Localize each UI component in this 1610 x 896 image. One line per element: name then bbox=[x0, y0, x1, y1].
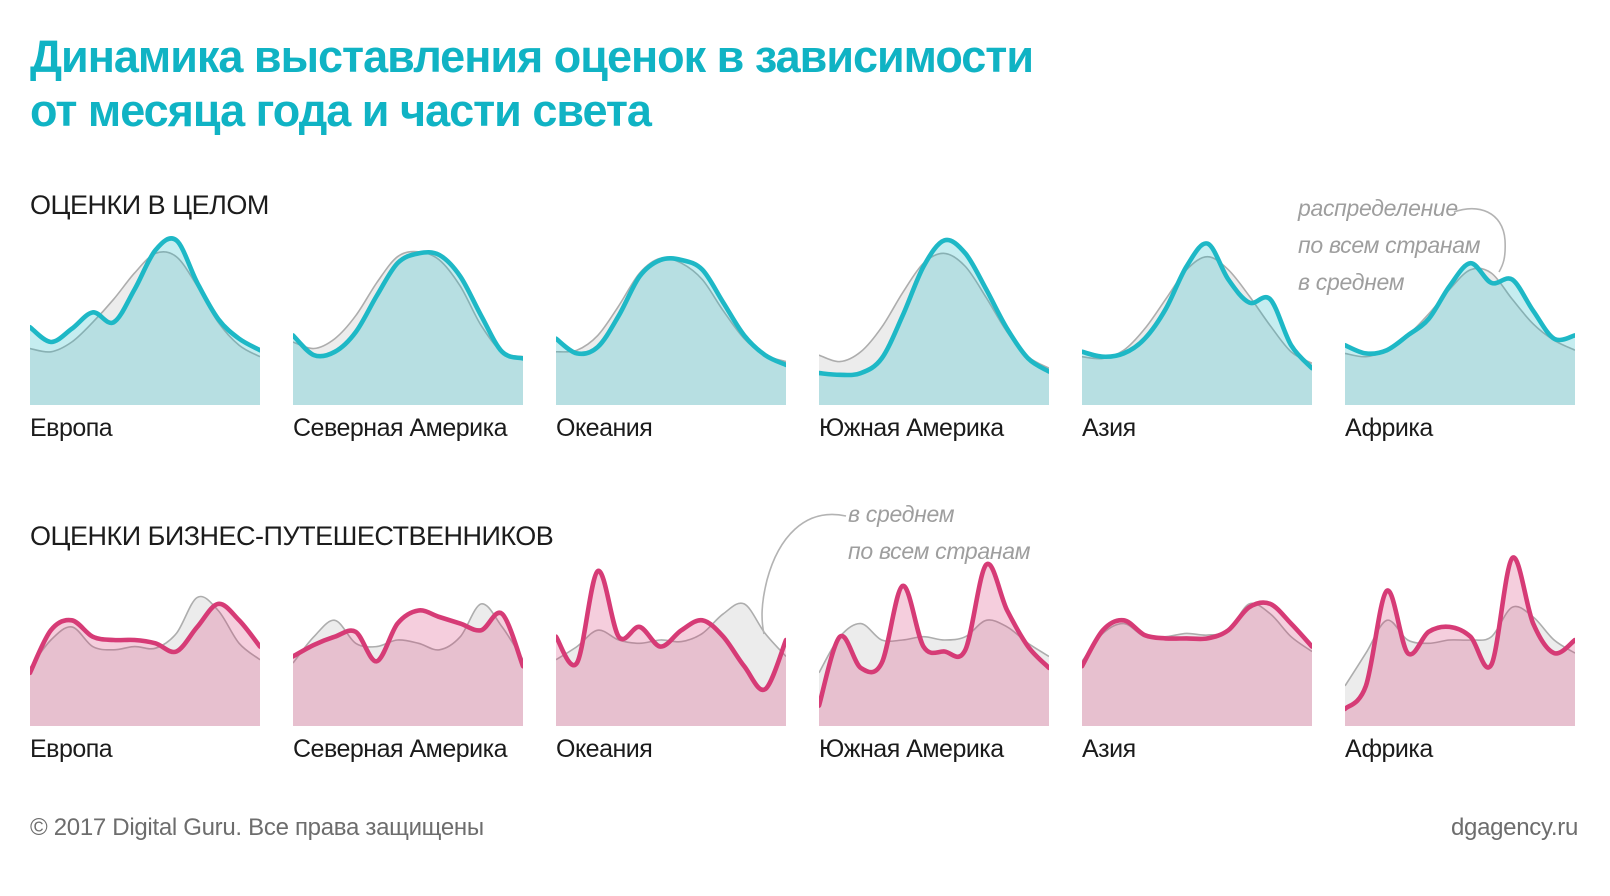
chart-oceania-overall: Океания bbox=[556, 230, 786, 443]
area-chart-asia-overall bbox=[1082, 241, 1312, 405]
chart-africa-overall: Африка bbox=[1345, 230, 1575, 443]
area-chart-asia-business bbox=[1082, 600, 1312, 726]
chart-asia-overall: Азия bbox=[1082, 230, 1312, 443]
region-label-north-america-overall: Северная Америка bbox=[293, 414, 508, 442]
area-chart-north-america-business bbox=[293, 603, 523, 726]
area-chart-africa-overall bbox=[1345, 260, 1575, 405]
region-label-north-america-business: Северная Америка bbox=[293, 735, 508, 763]
region-label-south-america-business: Южная Америка bbox=[819, 735, 1004, 763]
area-chart-oceania-overall bbox=[556, 256, 786, 405]
annotation-average-overall: распределение по всем странам в среднем bbox=[1298, 195, 1481, 295]
region-label-oceania-overall: Океания bbox=[556, 414, 653, 442]
site-link[interactable]: dgagency.ru bbox=[1450, 814, 1578, 841]
region-label-europe-overall: Европа bbox=[30, 414, 113, 442]
area-chart-south-america-overall bbox=[819, 237, 1049, 405]
region-label-africa-overall: Африка bbox=[1345, 414, 1433, 442]
area-chart-europe-overall bbox=[30, 236, 260, 405]
region-label-oceania-business: Океания bbox=[556, 735, 653, 763]
area-chart-africa-business bbox=[1345, 555, 1575, 726]
chart-africa-business: Африка bbox=[1345, 551, 1575, 764]
annotation-leader-line-overall bbox=[1453, 207, 1506, 273]
charts-row-overall: Европа Северная Америка Океания Южная Амери… bbox=[30, 230, 1575, 443]
region-label-asia-overall: Азия bbox=[1082, 414, 1136, 442]
chart-north-america-overall: Северная Америка bbox=[293, 230, 523, 443]
chart-north-america-business: Северная Америка bbox=[293, 551, 523, 764]
section-title-overall: ОЦЕНКИ В ЦЕЛОМ bbox=[30, 190, 269, 220]
chart-europe-overall: Европа bbox=[30, 230, 260, 443]
region-label-europe-business: Европа bbox=[30, 735, 113, 763]
chart-south-america-business: Южная Америка bbox=[819, 551, 1049, 764]
region-label-africa-business: Африка bbox=[1345, 735, 1433, 763]
page-title: Динамика выставления оценок в зависимост… bbox=[30, 31, 1034, 136]
region-label-south-america-overall: Южная Америка bbox=[819, 414, 1004, 442]
area-chart-north-america-overall bbox=[293, 249, 523, 405]
area-chart-europe-business bbox=[30, 595, 260, 726]
annotation-average-business: в среднем по всем странам bbox=[848, 501, 1031, 564]
charts-row-business: Европа Северная Америка Океания Южная Амери… bbox=[30, 551, 1575, 764]
footer: © 2017 Digital Guru. Все права защищены … bbox=[30, 814, 1578, 842]
area-chart-south-america-business bbox=[819, 561, 1049, 726]
chart-asia-business: Азия bbox=[1082, 551, 1312, 764]
chart-europe-business: Европа bbox=[30, 551, 260, 764]
section-title-business: ОЦЕНКИ БИЗНЕС-ПУТЕШЕСТВЕННИКОВ bbox=[30, 521, 554, 551]
area-chart-oceania-business bbox=[556, 568, 786, 726]
copyright-text: © 2017 Digital Guru. Все права защищены bbox=[30, 814, 484, 841]
region-label-asia-business: Азия bbox=[1082, 735, 1136, 763]
chart-oceania-business: Океания bbox=[556, 551, 786, 764]
chart-south-america-overall: Южная Америка bbox=[819, 230, 1049, 443]
annotation-leader-line-business bbox=[761, 513, 847, 635]
